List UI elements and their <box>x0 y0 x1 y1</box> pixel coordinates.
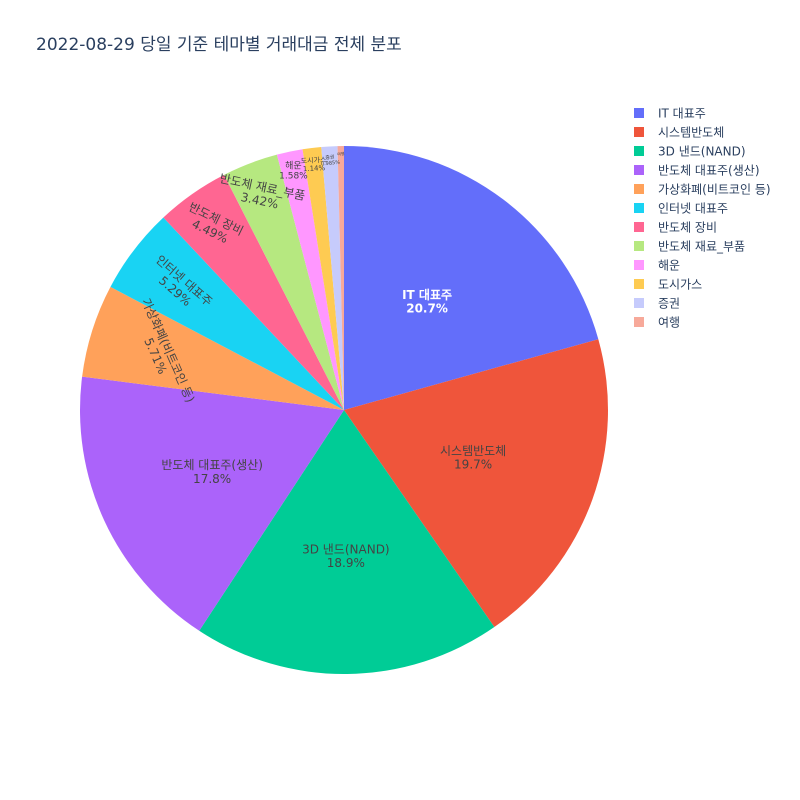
legend-label: 시스템반도체 <box>658 126 724 140</box>
legend-item-도시가스[interactable]: 도시가스 <box>634 278 702 292</box>
legend-swatch <box>634 127 644 137</box>
slice-labels: IT 대표주 20.7% 시스템반도체 19.7% 3D 낸드(NAND) 18.9% 반도… <box>139 150 506 570</box>
legend-label: 반도체 대표주(생산) <box>658 164 760 178</box>
legend-item-해운[interactable]: 해운 <box>634 259 680 273</box>
pie-slices <box>80 146 608 674</box>
legend-swatch <box>634 184 644 194</box>
legend-label: 3D 낸드(NAND) <box>658 145 746 159</box>
pie-slice-it-대표주[interactable] <box>344 146 599 410</box>
legend-item-반도체-장비[interactable]: 반도체 장비 <box>634 221 717 235</box>
legend-swatch <box>634 279 644 289</box>
pie-slice-시스템반도체[interactable] <box>344 339 608 628</box>
legend-swatch <box>634 146 644 156</box>
slice-label-해운: 해운 1.58% <box>279 160 308 181</box>
pie-slice-도시가스[interactable] <box>302 146 344 411</box>
legend-label: 도시가스 <box>658 278 702 292</box>
slice-label-증권: 증권0.985% <box>320 153 340 167</box>
legend-label: 반도체 재료_부품 <box>658 240 745 254</box>
slice-label-시스템반도체: 시스템반도체 19.7% <box>440 444 506 472</box>
legend-label: IT 대표주 <box>658 107 706 121</box>
legend-item-시스템반도체[interactable]: 시스템반도체 <box>634 126 724 140</box>
legend-swatch <box>634 260 644 270</box>
slice-label-도시가스: 도시가스1.14% <box>300 155 327 173</box>
legend-swatch <box>634 241 644 251</box>
slice-label-여행: 여행 <box>337 150 345 157</box>
legend-label: 인터넷 대표주 <box>658 202 728 216</box>
pie-slice-인터넷-대표주[interactable] <box>110 217 345 410</box>
pie-slice-여행[interactable] <box>337 146 344 410</box>
slice-label-3d-낸드-nand: 3D 낸드(NAND) 18.9% <box>302 542 390 570</box>
slice-label-반도체-대표주-생산: 반도체 대표주(생산) 17.8% <box>161 458 263 486</box>
chart-title: 2022-08-29 당일 기준 테마별 거래대금 전체 분포 <box>36 35 402 55</box>
legend-item-it-대표주[interactable]: IT 대표주 <box>634 107 706 121</box>
legend-swatch <box>634 298 644 308</box>
legend-item-반도체-대표주-생산[interactable]: 반도체 대표주(생산) <box>634 164 760 178</box>
slice-label-it-대표주: IT 대표주 20.7% <box>402 288 452 316</box>
pie-slice-해운[interactable] <box>276 149 344 410</box>
legend-item-반도체-재료-부품[interactable]: 반도체 재료_부품 <box>634 240 745 254</box>
legend-item-증권[interactable]: 증권 <box>634 297 680 311</box>
pie-slice-가상화폐-비트코인-등[interactable] <box>82 286 345 410</box>
legend-label: 여행 <box>658 315 680 330</box>
pie-slice-반도체-재료-부품[interactable] <box>224 154 344 410</box>
legend-swatch <box>634 165 644 175</box>
pie-slice-증권[interactable] <box>321 146 344 410</box>
legend-item-가상화폐-비트코인-등[interactable]: 가상화폐(비트코인 등) <box>634 183 771 197</box>
legend-swatch <box>634 222 644 232</box>
legend-swatch <box>634 108 644 118</box>
legend-swatch <box>634 203 644 213</box>
legend-label: 반도체 장비 <box>658 221 717 235</box>
legend-label: 해운 <box>658 259 680 273</box>
pie-slice-반도체-대표주-생산[interactable] <box>80 376 345 631</box>
pie-slice-반도체-장비[interactable] <box>163 174 344 410</box>
legend-label: 증권 <box>658 297 680 311</box>
pie-slice-3d-낸드-nand[interactable] <box>199 410 495 674</box>
slice-label-반도체-장비: 반도체 장비4.49% <box>180 200 245 251</box>
legend-swatch <box>634 317 644 327</box>
legend-item-3d-낸드-nand[interactable]: 3D 낸드(NAND) <box>634 145 746 159</box>
legend-item-여행[interactable]: 여행 <box>634 315 680 330</box>
legend-label: 가상화폐(비트코인 등) <box>658 183 771 197</box>
legend-item-인터넷-대표주[interactable]: 인터넷 대표주 <box>634 202 728 216</box>
